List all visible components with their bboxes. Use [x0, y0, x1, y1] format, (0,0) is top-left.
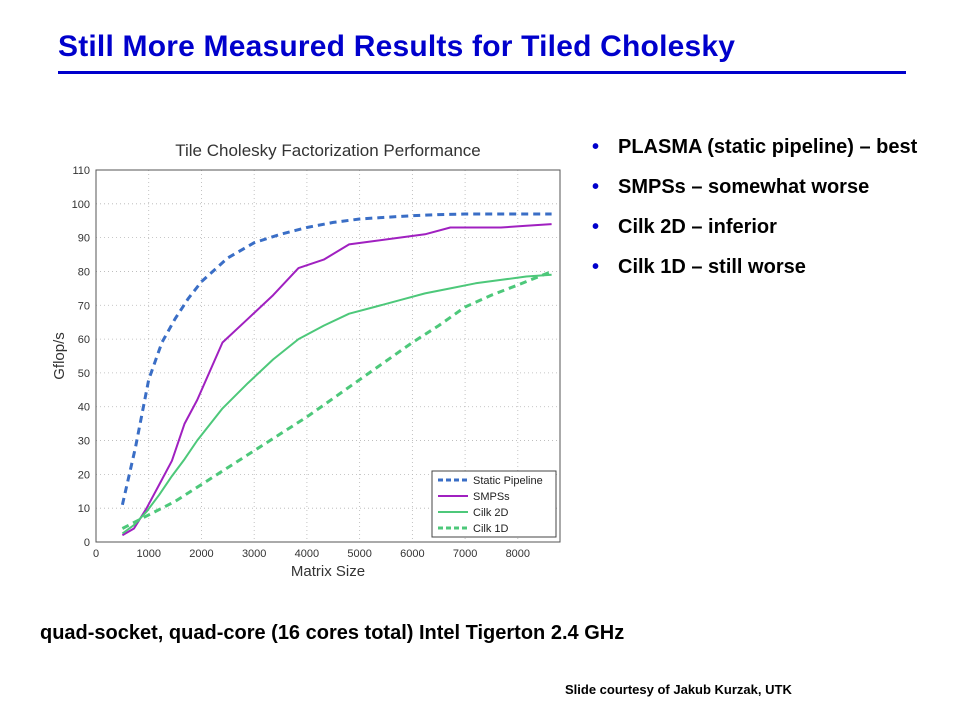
performance-chart: 0 10 20 30 40 50 60 70 80 90 100 110 0 1000 2000 3000 4…: [51, 141, 561, 580]
y-tick-label: 110: [72, 165, 90, 177]
title-underline: [58, 71, 906, 74]
legend-label-cilk-1d: Cilk 1D: [473, 523, 509, 535]
bullet-item-cilk-2d: Cilk 2D – inferior: [592, 213, 958, 241]
legend: Static Pipeline SMPSs Cilk 2D Cilk 1D: [431, 470, 557, 538]
y-tick-label: 10: [78, 503, 90, 515]
x-tick-label: 1000: [136, 548, 160, 560]
y-tick-label: 30: [78, 436, 90, 448]
legend-label-static-pipeline: Static Pipeline: [473, 475, 543, 487]
bullet-item-plasma: PLASMA (static pipeline) – best: [592, 133, 958, 161]
y-tick-label: 20: [78, 469, 90, 481]
x-axis-ticks: 0 1000 2000 3000 4000 5000 6000 7000 8000: [93, 548, 530, 560]
y-tick-label: 90: [78, 233, 90, 245]
legend-box: [431, 470, 557, 538]
slide-credit: Slide courtesy of Jakub Kurzak, UTK: [565, 682, 792, 697]
y-tick-label: 60: [78, 334, 90, 346]
series-line-smpss: [121, 223, 552, 537]
series-line-cilk-2d: [121, 273, 552, 535]
x-tick-label: 6000: [400, 548, 424, 560]
y-tick-label: 70: [78, 300, 90, 312]
chart-container: 0 10 20 30 40 50 60 70 80 90 100 110 0 1000 2000 3000 4…: [40, 128, 580, 588]
x-tick-label: 5000: [347, 548, 371, 560]
plot-frame: [95, 169, 561, 543]
bullet-list: PLASMA (static pipeline) – best SMPSs – …: [592, 133, 958, 293]
x-tick-label: 2000: [189, 548, 213, 560]
y-tick-label: 80: [78, 266, 90, 278]
x-tick-label: 4000: [295, 548, 319, 560]
series-lines: [120, 212, 553, 537]
y-tick-label: 100: [72, 199, 90, 211]
y-tick-label: 0: [84, 537, 90, 549]
hardware-note: quad-socket, quad-core (16 cores total) …: [40, 622, 625, 644]
x-tick-label: 8000: [506, 548, 530, 560]
series-line-static-pipeline: [120, 212, 552, 506]
x-axis-label: Matrix Size: [291, 563, 365, 580]
x-tick-label: 0: [93, 548, 99, 560]
y-tick-label: 40: [78, 402, 90, 414]
legend-label-smpss: SMPSs: [473, 491, 510, 503]
legend-label-cilk-2d: Cilk 2D: [473, 507, 509, 519]
bullet-item-cilk-1d: Cilk 1D – still worse: [592, 253, 958, 281]
y-axis-label: Gflop/s: [51, 332, 68, 380]
bullet-item-smpss: SMPSs – somewhat worse: [592, 173, 958, 201]
slide-title: Still More Measured Results for Tiled Ch…: [58, 30, 736, 63]
y-tick-label: 50: [78, 368, 90, 380]
x-tick-label: 7000: [453, 548, 477, 560]
x-tick-label: 3000: [242, 548, 266, 560]
y-axis-ticks: 0 10 20 30 40 50 60 70 80 90 100 110: [72, 165, 90, 549]
chart-title: Tile Cholesky Factorization Performance: [175, 141, 481, 160]
